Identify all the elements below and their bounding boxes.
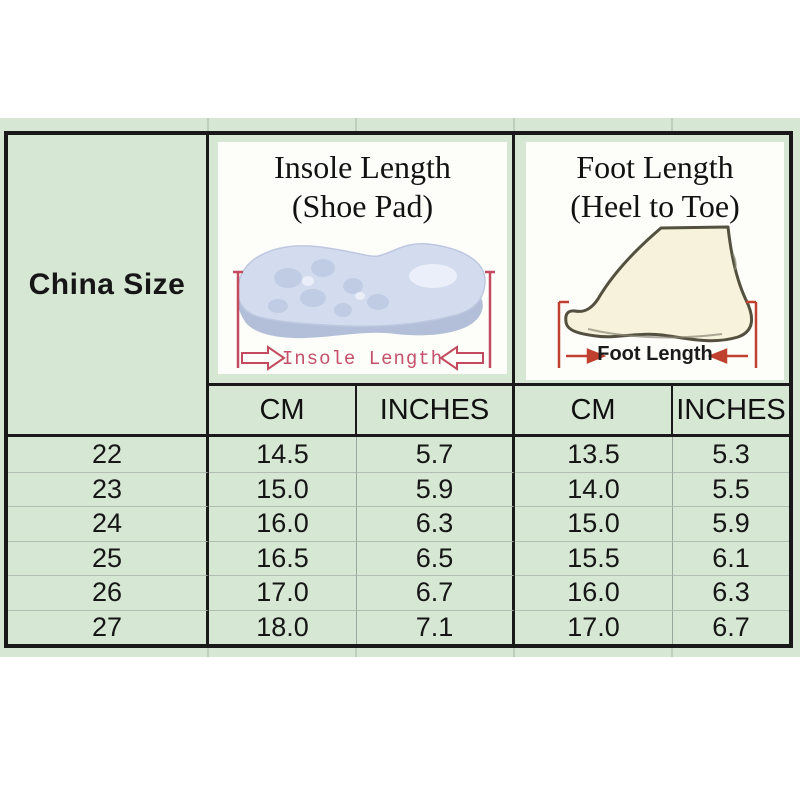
foot-shape bbox=[564, 225, 753, 343]
insole-inches-cell: 6.5 bbox=[357, 540, 515, 575]
size-cell: 26 bbox=[8, 575, 209, 610]
foot-cm-cell: 16.0 bbox=[515, 575, 673, 610]
corner-header-china-size: China Size bbox=[8, 135, 209, 437]
insole-cm-cell: 14.5 bbox=[209, 437, 357, 472]
foot-title-line1: Foot Length bbox=[576, 149, 734, 185]
insole-inches-cell: 6.3 bbox=[357, 506, 515, 541]
arrow-right-icon bbox=[586, 348, 607, 364]
insole-highlights bbox=[302, 264, 457, 300]
insole-cm-cell: 16.5 bbox=[209, 540, 357, 575]
foot-inches-cell: 6.3 bbox=[673, 575, 789, 610]
foot-cm-cell: 14.0 bbox=[515, 471, 673, 506]
insole-cm-cell: 17.0 bbox=[209, 575, 357, 610]
insole-cm-cell: 18.0 bbox=[209, 609, 357, 644]
foot-inches-cell: 6.7 bbox=[673, 609, 789, 645]
size-cell: 24 bbox=[8, 506, 209, 541]
foot-measure-label: Foot Length bbox=[597, 343, 713, 365]
foot-inches-cell: 5.5 bbox=[673, 471, 789, 507]
insole-inches-cell: 7.1 bbox=[357, 609, 515, 644]
insole-panel: Insole Length (Shoe Pad) bbox=[218, 142, 507, 374]
insole-inches-cell: 5.9 bbox=[357, 471, 515, 506]
foot-inches-cell: 5.9 bbox=[673, 506, 789, 541]
foot-cm-cell: 13.5 bbox=[515, 437, 673, 472]
size-chart-table: China Size Insole Length (Shoe Pad) bbox=[4, 131, 793, 648]
insole-cm-cell: 15.0 bbox=[209, 471, 357, 506]
arrow-right-outline-icon bbox=[241, 345, 286, 371]
size-cell: 22 bbox=[8, 437, 209, 472]
insole-header-cell: Insole Length (Shoe Pad) bbox=[209, 135, 515, 386]
insole-inches-cell: 5.7 bbox=[357, 437, 515, 472]
unit-header-foot-cm: CM bbox=[515, 386, 673, 437]
insole-measure-arrows bbox=[241, 345, 484, 371]
insole-cm-cell: 16.0 bbox=[209, 506, 357, 541]
foot-title: Foot Length (Heel to Toe) bbox=[526, 142, 784, 226]
foot-detail-lines bbox=[587, 253, 737, 339]
foot-cm-cell: 17.0 bbox=[515, 609, 673, 644]
foot-title-line2: (Heel to Toe) bbox=[570, 188, 740, 224]
size-cell: 27 bbox=[8, 609, 209, 644]
size-cell: 23 bbox=[8, 471, 209, 506]
foot-inches-cell: 6.1 bbox=[673, 540, 789, 576]
insole-title-line2: (Shoe Pad) bbox=[291, 188, 434, 224]
insole-title-line1: Insole Length bbox=[274, 149, 451, 185]
insole-inches-cell: 6.7 bbox=[357, 575, 515, 610]
arrow-left-outline-icon bbox=[439, 345, 484, 371]
foot-header-cell: Foot Length (Heel to Toe) bbox=[515, 135, 789, 386]
foot-inches-cell: 5.3 bbox=[712, 438, 750, 469]
unit-header-insole-inches: INCHES bbox=[357, 386, 515, 437]
foot-diagram bbox=[557, 225, 758, 368]
foot-measure-lines bbox=[557, 300, 758, 368]
foot-measure-arrows bbox=[566, 348, 748, 364]
arrow-left-icon bbox=[707, 348, 728, 364]
foot-cm-cell: 15.0 bbox=[515, 506, 673, 541]
foot-panel: Foot Length (Heel to Toe) bbox=[526, 142, 784, 380]
unit-header-insole-cm: CM bbox=[209, 386, 357, 437]
unit-header-foot-inches: INCHES bbox=[673, 386, 789, 437]
insole-measure-lines bbox=[233, 270, 495, 368]
china-size-label: China Size bbox=[28, 267, 186, 301]
foot-cm-cell: 15.5 bbox=[515, 540, 673, 575]
insole-measure-label: Insole Length bbox=[281, 348, 444, 370]
size-cell: 25 bbox=[8, 540, 209, 575]
insole-texture bbox=[268, 259, 389, 317]
insole-title: Insole Length (Shoe Pad) bbox=[218, 142, 507, 226]
insole-diagram bbox=[233, 243, 495, 371]
